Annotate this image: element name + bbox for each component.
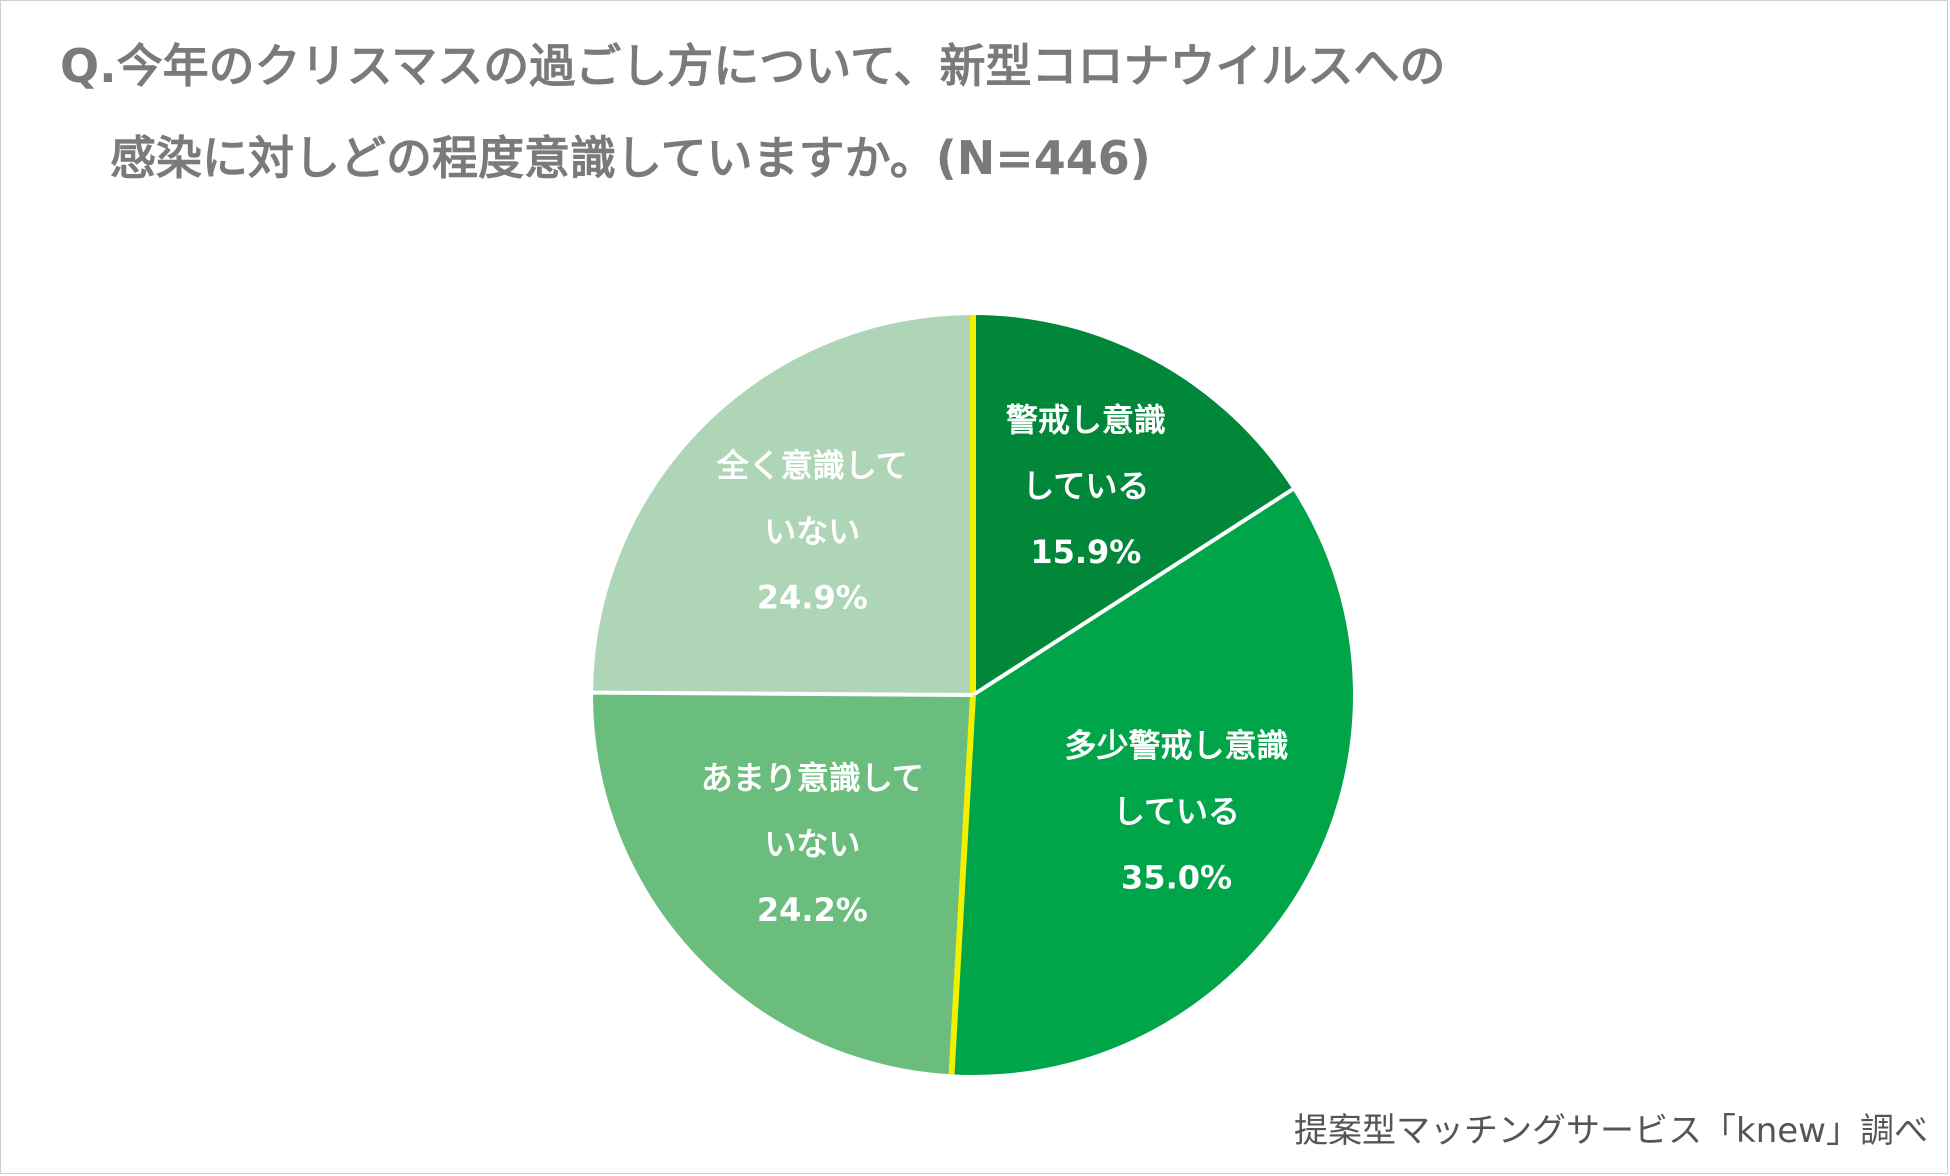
- slice-category-label-4-line-1: 全く意識して: [716, 446, 908, 484]
- pie-dividers: [592, 315, 1294, 1075]
- pie-slice-3: [593, 692, 973, 1075]
- slice-value-label-1: 15.9%: [1030, 533, 1141, 571]
- slice-category-label-2-line-1: 多少警戒し意識: [1065, 727, 1289, 765]
- slice-category-label-1-line-2: している: [1022, 467, 1149, 505]
- slice-category-label-1-line-1: 警戒し意識: [1006, 401, 1166, 439]
- slice-value-label-2: 35.0%: [1121, 859, 1232, 897]
- slice-category-label-4-line-2: いない: [764, 512, 860, 550]
- pie-slice-2: [951, 489, 1353, 1076]
- slice-value-label-3: 24.2%: [757, 891, 868, 929]
- slice-divider-3: [948, 694, 976, 1075]
- slice-category-label-2-line-2: している: [1113, 793, 1240, 831]
- chart-title-line-1: Q.今年のクリスマスの過ごし方について、新型コロナウイルスへの: [60, 39, 1446, 93]
- chart-title-line-2: 感染に対しどの程度意識していますか。(N=446): [110, 131, 1151, 185]
- slice-divider-2: [971, 487, 1294, 697]
- source-note: 提案型マッチングサービス「knew」調べ: [1294, 1111, 1928, 1151]
- pie-slice-4: [593, 315, 973, 695]
- pie-slices: [593, 315, 1353, 1076]
- slice-divider-4: [592, 690, 974, 697]
- pie-slice-1: [973, 315, 1293, 695]
- slice-category-label-3-line-1: あまり意識して: [701, 759, 924, 797]
- slice-category-label-3-line-2: いない: [764, 825, 860, 863]
- pie-labels: 警戒し意識している15.9%多少警戒し意識している35.0%あまり意識していない…: [701, 401, 1289, 929]
- slice-value-label-4: 24.9%: [757, 578, 868, 616]
